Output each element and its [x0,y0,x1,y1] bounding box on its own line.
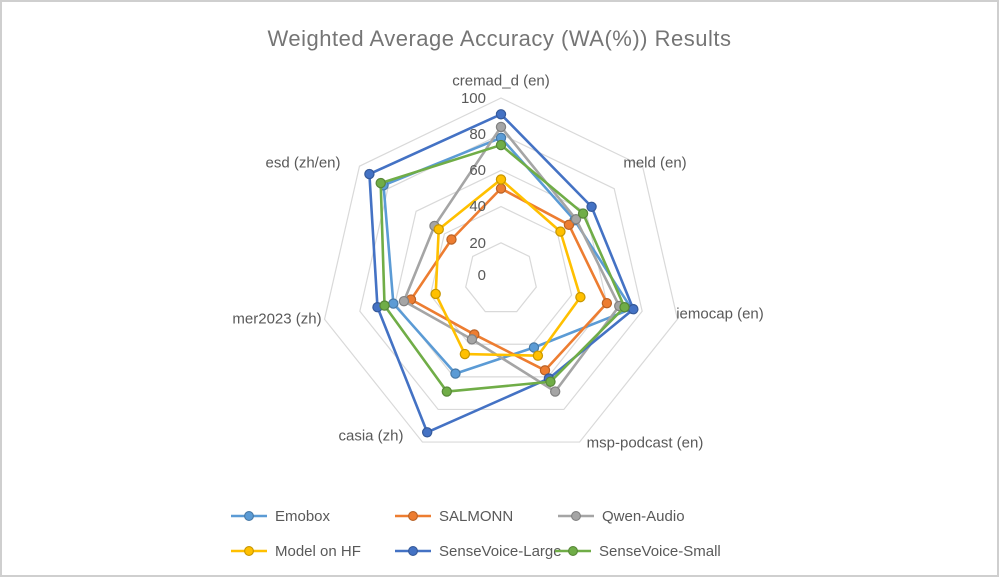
axis-label-casia: casia (zh) [338,427,404,445]
legend-label-sensevoice-large: SenseVoice-Large [439,542,562,560]
legend-item-model-on-hf[interactable]: Model on HF [230,542,361,560]
tick-label-80: 80 [469,126,486,143]
legend-marker-qwen-audio [557,510,595,522]
legend-label-model-on-hf: Model on HF [275,542,361,560]
legend-item-emobox[interactable]: Emobox [230,507,331,525]
legend-item-qwen-audio[interactable]: Qwen-Audio [557,507,685,525]
legend-marker-salmonn [394,510,432,522]
axis-label-cremad_d: cremad_d (en) [452,72,550,90]
axis-label-iemocap: iemocap (en) [676,305,764,323]
legend-item-sensevoice-small[interactable]: SenseVoice-Small [554,542,721,560]
legend-label-salmonn: SALMONN [439,507,514,525]
legend-label-qwen-audio: Qwen-Audio [602,507,685,525]
tick-label-20: 20 [469,235,486,252]
axis-label-mer2023: mer2023 (zh) [232,310,322,328]
legend-marker-model-on-hf [230,545,268,557]
tick-label-0: 0 [477,267,486,284]
legend-item-sensevoice-large[interactable]: SenseVoice-Large [394,542,562,560]
legend-marker-emobox [230,510,268,522]
axis-label-esd: esd (zh/en) [265,154,341,172]
legend-item-salmonn[interactable]: SALMONN [394,507,514,525]
tick-label-100: 100 [460,90,486,107]
legend-label-sensevoice-small: SenseVoice-Small [599,542,721,560]
axis-label-msp-podcast: msp-podcast (en) [586,434,704,452]
legend-marker-sensevoice-large [394,545,432,557]
tick-label-60: 60 [469,162,486,179]
chart-title: Weighted Average Accuracy (WA(%)) Result… [267,26,732,51]
legend-label-emobox: Emobox [275,507,331,525]
legend-marker-sensevoice-small [554,545,592,557]
tick-label-40: 40 [469,198,486,215]
axis-label-meld: meld (en) [623,154,687,172]
